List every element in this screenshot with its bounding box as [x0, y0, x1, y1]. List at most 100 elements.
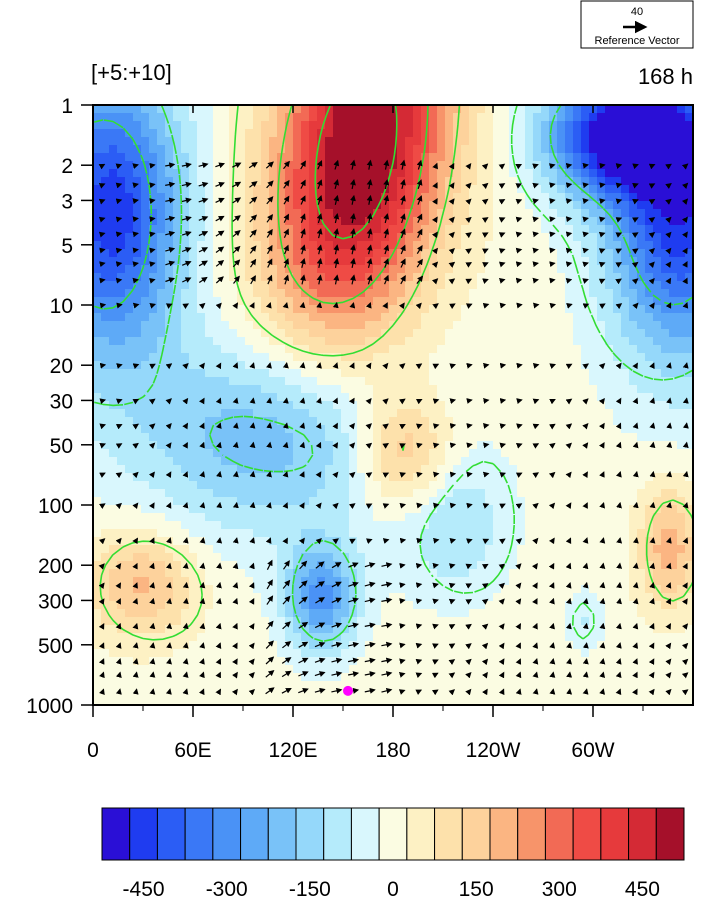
- field-cell: [469, 209, 478, 218]
- field-cell: [477, 513, 486, 522]
- field-cell: [549, 569, 558, 578]
- field-cell: [301, 273, 310, 282]
- field-cell: [357, 513, 366, 522]
- field-cell: [461, 497, 470, 506]
- field-cell: [445, 297, 454, 306]
- field-cell: [573, 145, 582, 154]
- field-cell: [509, 409, 518, 418]
- field-cell: [349, 345, 358, 354]
- field-cell: [405, 577, 414, 586]
- field-cell: [157, 177, 166, 186]
- field-cell: [157, 537, 166, 546]
- field-cell: [397, 697, 406, 705]
- field-cell: [429, 113, 438, 122]
- field-cell: [621, 273, 630, 282]
- field-cell: [277, 665, 286, 674]
- field-cell: [245, 665, 254, 674]
- field-cell: [445, 257, 454, 266]
- field-cell: [205, 689, 214, 698]
- field-cell: [565, 225, 574, 234]
- field-cell: [133, 465, 142, 474]
- field-cell: [453, 289, 462, 298]
- field-cell: [605, 441, 614, 450]
- field-cell: [485, 393, 494, 402]
- field-cell: [277, 657, 286, 666]
- field-cell: [429, 129, 438, 138]
- field-cell: [405, 489, 414, 498]
- field-cell: [437, 297, 446, 306]
- field-cell: [565, 337, 574, 346]
- field-cell: [285, 297, 294, 306]
- field-cell: [413, 545, 422, 554]
- field-cell: [397, 569, 406, 578]
- field-cell: [101, 385, 110, 394]
- field-cell: [309, 249, 318, 258]
- field-cell: [445, 265, 454, 274]
- field-cell: [245, 697, 254, 705]
- field-cell: [229, 305, 238, 314]
- field-cell: [461, 377, 470, 386]
- field-cell: [453, 665, 462, 674]
- field-cell: [221, 665, 230, 674]
- field-cell: [197, 137, 206, 146]
- field-cell: [229, 489, 238, 498]
- field-cell: [301, 417, 310, 426]
- field-cell: [181, 457, 190, 466]
- field-cell: [141, 417, 150, 426]
- field-cell: [549, 393, 558, 402]
- field-cell: [381, 169, 390, 178]
- field-cell: [325, 521, 334, 530]
- field-cell: [245, 281, 254, 290]
- field-cell: [157, 217, 166, 226]
- field-cell: [301, 361, 310, 370]
- field-cell: [405, 417, 414, 426]
- field-cell: [237, 457, 246, 466]
- field-cell: [525, 441, 534, 450]
- field-cell: [469, 105, 478, 114]
- field-cell: [565, 585, 574, 594]
- field-cell: [453, 313, 462, 322]
- field-cell: [341, 329, 350, 338]
- field-cell: [245, 633, 254, 642]
- field-cell: [333, 145, 342, 154]
- field-cell: [133, 689, 142, 698]
- field-cell: [285, 233, 294, 242]
- field-cell: [437, 161, 446, 170]
- field-cell: [269, 361, 278, 370]
- field-cell: [165, 497, 174, 506]
- field-cell: [373, 489, 382, 498]
- field-cell: [597, 529, 606, 538]
- field-cell: [573, 281, 582, 290]
- field-cell: [253, 457, 262, 466]
- field-cell: [93, 641, 102, 650]
- field-cell: [109, 369, 118, 378]
- field-cell: [565, 105, 574, 114]
- field-cell: [293, 489, 302, 498]
- field-cell: [125, 153, 134, 162]
- field-cell: [509, 585, 518, 594]
- field-cell: [269, 345, 278, 354]
- field-cell: [213, 513, 222, 522]
- field-cell: [421, 153, 430, 162]
- field-cell: [325, 529, 334, 538]
- field-cell: [317, 329, 326, 338]
- field-cell: [477, 377, 486, 386]
- field-cell: [469, 145, 478, 154]
- field-cell: [157, 513, 166, 522]
- field-cell: [341, 617, 350, 626]
- field-cell: [549, 505, 558, 514]
- field-cell: [477, 249, 486, 258]
- field-cell: [365, 393, 374, 402]
- field-cell: [93, 225, 102, 234]
- field-cell: [149, 513, 158, 522]
- field-cell: [253, 305, 262, 314]
- field-cell: [141, 281, 150, 290]
- field-cell: [381, 345, 390, 354]
- field-cell: [117, 217, 126, 226]
- field-cell: [541, 521, 550, 530]
- field-cell: [389, 129, 398, 138]
- field-cell: [149, 345, 158, 354]
- field-cell: [165, 209, 174, 218]
- field-cell: [605, 569, 614, 578]
- field-cell: [277, 377, 286, 386]
